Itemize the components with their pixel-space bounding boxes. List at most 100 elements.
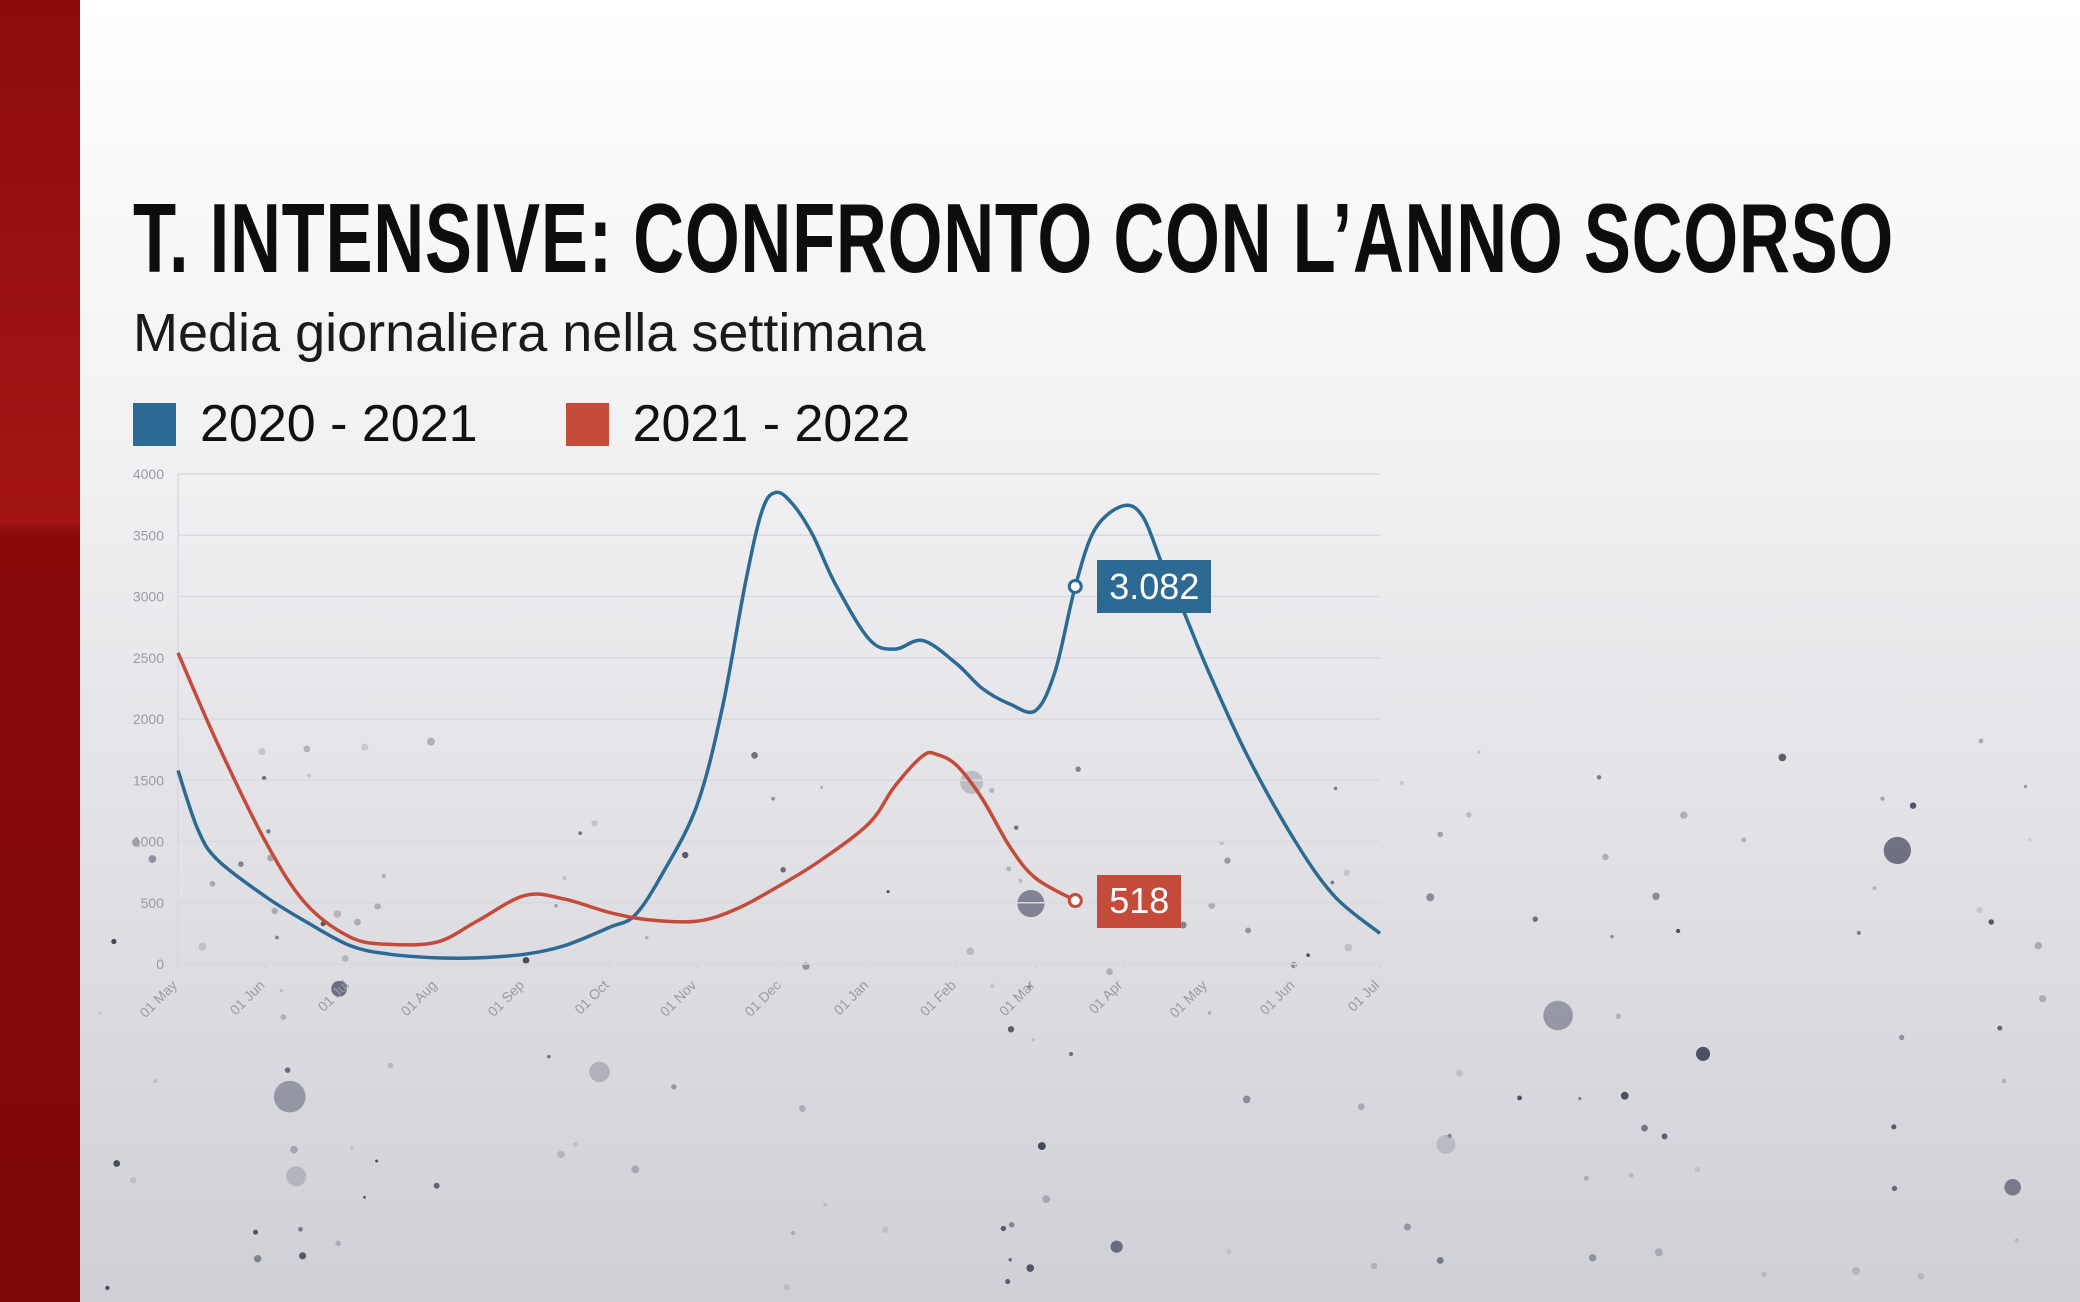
decorative-dot (1694, 1167, 1701, 1173)
decorative-dot (1883, 836, 1911, 865)
decorative-dot (1778, 753, 1787, 762)
decorative-dot (381, 873, 386, 879)
decorative-dot (682, 851, 689, 859)
decorative-dot (387, 1062, 394, 1069)
decorative-dot (335, 1240, 341, 1247)
y-tick-label: 0 (156, 956, 164, 972)
decorative-dot (426, 737, 435, 746)
decorative-dot (1532, 916, 1539, 922)
chart-title: T. INTENSIVE: CONFRONTO CON L’ANNO SCORS… (133, 183, 1894, 293)
x-tick-label: 01 Aug (398, 977, 440, 1019)
decorative-dot (1018, 878, 1023, 883)
value-badge-red: 518 (1097, 874, 1182, 928)
y-tick-label: 4000 (133, 466, 164, 482)
decorative-dot (990, 983, 995, 989)
y-tick-label: 2500 (133, 650, 164, 666)
decorative-dot (1628, 1172, 1634, 1178)
decorative-dot (131, 838, 140, 847)
decorative-dot (1436, 1257, 1444, 1264)
decorative-dot (286, 1166, 307, 1187)
x-tick-label: 01 Jan (830, 977, 871, 1018)
decorative-dot (1891, 1124, 1897, 1130)
decorative-dot (1042, 1195, 1051, 1203)
legend-item-2021-2022: 2021 - 2022 (565, 394, 911, 454)
decorative-dot (1333, 786, 1338, 791)
decorative-dot (298, 1226, 303, 1232)
y-tick-label: 3500 (133, 527, 164, 543)
decorative-dot (1661, 1133, 1668, 1140)
decorative-dot (303, 745, 311, 753)
decorative-dot (1675, 928, 1681, 934)
decorative-dot (881, 1226, 889, 1233)
decorative-dot (1000, 1225, 1007, 1232)
decorative-dot (1610, 934, 1614, 939)
x-tick-label: 01 Apr (1085, 977, 1125, 1017)
decorative-dot (1741, 837, 1747, 843)
x-tick-label: 01 May (1166, 977, 1210, 1021)
decorative-dot (1207, 1011, 1212, 1015)
decorative-dot (1245, 927, 1252, 934)
decorative-dot (284, 1067, 291, 1073)
decorative-dot (1578, 1097, 1582, 1101)
annotation-point (1067, 893, 1083, 909)
decorative-dot (1005, 1279, 1011, 1285)
decorative-dot (1917, 1272, 1925, 1280)
decorative-dot (1997, 1025, 2003, 1031)
decorative-dot (153, 1078, 158, 1084)
decorative-dot (2023, 784, 2028, 789)
decorative-dot (306, 773, 312, 778)
x-tick-label: 01 Nov (657, 977, 700, 1020)
x-tick-label: 01 Dec (741, 977, 784, 1020)
decorative-dot (1399, 780, 1404, 785)
decorative-dot (1761, 1271, 1767, 1277)
decorative-dot (1031, 1038, 1036, 1042)
decorative-dot (1037, 1142, 1046, 1151)
x-tick-label: 01 Jun (1256, 977, 1297, 1018)
decorative-dot (2028, 837, 2032, 842)
decorative-dot (799, 1105, 806, 1112)
decorative-dot (198, 942, 207, 951)
x-tick-label: 01 Mar (996, 977, 1038, 1019)
decorative-dot (253, 1254, 262, 1263)
decorative-dot (1027, 984, 1031, 989)
red-side-band (0, 0, 80, 1302)
x-tick-label: 01 Jul (315, 977, 353, 1015)
decorative-dot (790, 1230, 796, 1236)
decorative-dot (989, 787, 995, 794)
decorative-dot (98, 1011, 102, 1015)
decorative-dot (671, 1084, 677, 1090)
x-tick-label: 01 Sep (484, 977, 527, 1020)
decorative-dot (1543, 1000, 1573, 1031)
decorative-dot (1068, 1051, 1074, 1057)
decorative-dot (644, 935, 649, 940)
decorative-dot (557, 1150, 565, 1159)
decorative-dot (148, 855, 157, 863)
decorative-dot (1447, 1133, 1452, 1139)
decorative-dot (1852, 1267, 1860, 1275)
decorative-dot (1909, 802, 1917, 809)
decorative-dot (1615, 1013, 1622, 1019)
legend-label: 2021 - 2022 (632, 395, 911, 453)
series-line-1 (176, 652, 1077, 947)
decorative-dot (2001, 1078, 2007, 1084)
decorative-dot (1436, 1135, 1456, 1155)
decorative-dot (1006, 866, 1012, 872)
decorative-dot (1075, 766, 1081, 772)
decorative-dot (1641, 1124, 1648, 1132)
decorative-dot (1466, 812, 1472, 818)
decorative-dot (1290, 961, 1298, 969)
decorative-dot (1008, 1222, 1015, 1228)
decorative-dot (783, 1284, 790, 1291)
decorative-dot (771, 796, 776, 801)
x-tick-label: 01 Jun (227, 977, 268, 1018)
y-tick-label: 1500 (133, 772, 164, 788)
y-tick-label: 500 (141, 895, 165, 911)
x-tick-label: 01 May (136, 977, 180, 1021)
decorative-dot (1976, 906, 1983, 914)
decorative-dot (1306, 953, 1310, 958)
decorative-dot (1403, 1223, 1412, 1231)
decorative-dot (1652, 892, 1660, 901)
decorative-dot (253, 1229, 259, 1235)
decorative-dot (1620, 1091, 1629, 1100)
series-line-0 (176, 490, 1382, 961)
